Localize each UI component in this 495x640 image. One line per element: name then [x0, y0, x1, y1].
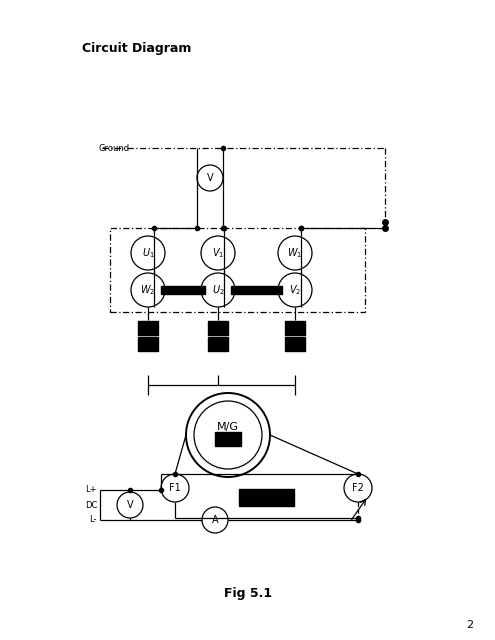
Text: V: V: [127, 500, 133, 510]
Text: $W_1$: $W_1$: [288, 246, 302, 260]
Text: L+: L+: [86, 486, 97, 495]
Text: $U_2$: $U_2$: [212, 283, 224, 297]
Text: Circuit Diagram: Circuit Diagram: [82, 42, 192, 54]
Text: 2: 2: [466, 620, 474, 630]
Bar: [208, 321, 228, 335]
Text: A: A: [212, 515, 218, 525]
Text: F1: F1: [169, 483, 181, 493]
Bar: [239, 488, 294, 506]
Text: Fig 5.1: Fig 5.1: [224, 586, 272, 600]
Bar: [231, 286, 282, 294]
Bar: [138, 337, 158, 351]
Text: M/G: M/G: [217, 422, 239, 432]
Bar: [110, 228, 365, 312]
Text: F2: F2: [352, 483, 364, 493]
Bar: [161, 286, 205, 294]
Text: Ground: Ground: [98, 143, 129, 152]
Bar: [285, 337, 305, 351]
Bar: [285, 321, 305, 335]
Text: $W_2$: $W_2$: [141, 283, 155, 297]
Bar: [138, 321, 158, 335]
Text: L-: L-: [90, 515, 97, 525]
Text: $V_2$: $V_2$: [289, 283, 301, 297]
Text: DC: DC: [85, 500, 97, 509]
Text: $U_1$: $U_1$: [142, 246, 154, 260]
Bar: [208, 337, 228, 351]
Text: V: V: [207, 173, 213, 183]
Text: $V_1$: $V_1$: [212, 246, 224, 260]
Bar: [215, 432, 241, 446]
